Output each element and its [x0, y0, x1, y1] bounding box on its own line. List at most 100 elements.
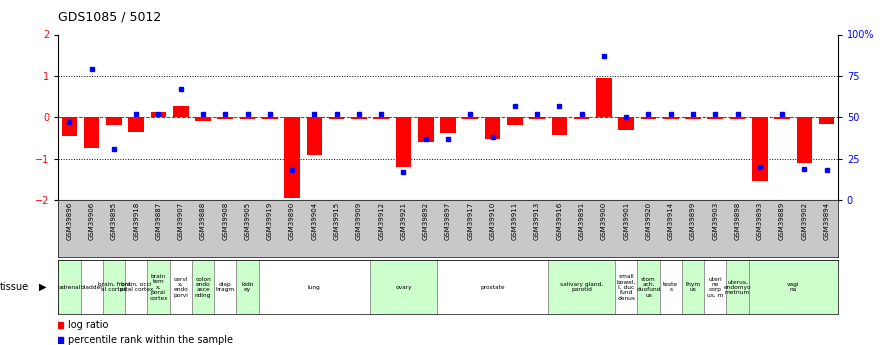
Bar	[351, 117, 366, 119]
Bar	[103, 260, 125, 314]
Text: GSM39919: GSM39919	[267, 202, 272, 240]
Bar	[284, 117, 300, 198]
Text: ovary: ovary	[395, 285, 412, 290]
Text: GSM39902: GSM39902	[801, 202, 807, 240]
Bar	[128, 117, 144, 132]
Text: GSM39896: GSM39896	[66, 202, 73, 240]
Text: GSM39892: GSM39892	[423, 202, 428, 240]
Text: GSM39916: GSM39916	[556, 202, 563, 240]
Text: prostate: prostate	[480, 285, 504, 290]
Text: GSM39906: GSM39906	[89, 202, 95, 240]
Bar	[169, 260, 192, 314]
Bar	[173, 106, 188, 117]
Text: adrenal: adrenal	[58, 285, 81, 290]
Text: GSM39893: GSM39893	[757, 202, 762, 240]
Text: GSM39908: GSM39908	[222, 202, 228, 240]
Bar	[663, 117, 678, 119]
Text: lung: lung	[308, 285, 321, 290]
Bar	[485, 117, 500, 139]
Text: GSM39889: GSM39889	[780, 202, 785, 240]
Text: GSM39915: GSM39915	[333, 202, 340, 240]
Bar	[240, 117, 255, 119]
Bar	[749, 260, 838, 314]
Text: GSM39905: GSM39905	[245, 202, 251, 240]
Bar	[262, 117, 278, 119]
Bar	[147, 260, 169, 314]
Text: brain, front
al cortex: brain, front al cortex	[98, 282, 130, 293]
Text: GSM39888: GSM39888	[200, 202, 206, 240]
Text: ▶: ▶	[39, 282, 46, 292]
Bar	[259, 260, 370, 314]
Bar	[729, 117, 745, 119]
Bar	[615, 260, 637, 314]
Text: GSM39903: GSM39903	[712, 202, 719, 240]
Bar	[682, 260, 704, 314]
Text: GDS1085 / 5012: GDS1085 / 5012	[58, 10, 161, 23]
Bar	[192, 260, 214, 314]
Bar	[637, 260, 659, 314]
Text: GSM39898: GSM39898	[735, 202, 740, 240]
Bar	[437, 260, 548, 314]
Text: GSM39910: GSM39910	[489, 202, 495, 240]
Bar	[84, 117, 99, 148]
Text: cervi
x,
endo
porvi: cervi x, endo porvi	[173, 277, 188, 298]
Bar	[81, 260, 103, 314]
Text: colon
endo
asce
nding: colon endo asce nding	[194, 277, 211, 298]
Bar	[530, 117, 545, 119]
Text: GSM39904: GSM39904	[312, 202, 317, 240]
Bar	[396, 117, 411, 167]
Bar	[819, 117, 834, 124]
Bar	[125, 260, 147, 314]
Bar	[440, 117, 456, 133]
Text: salivary gland,
parotid: salivary gland, parotid	[560, 282, 603, 293]
Text: GSM39890: GSM39890	[289, 202, 295, 240]
Bar	[618, 117, 634, 130]
Text: GSM39914: GSM39914	[668, 202, 674, 240]
Bar	[151, 112, 167, 117]
Bar	[552, 117, 567, 135]
Text: tissue: tissue	[0, 282, 30, 292]
Text: GSM39909: GSM39909	[356, 202, 362, 240]
Bar	[306, 117, 323, 155]
Bar	[548, 260, 615, 314]
Bar	[797, 117, 812, 163]
Bar	[752, 117, 768, 181]
Text: GSM39917: GSM39917	[468, 202, 473, 240]
Text: kidn
ey: kidn ey	[241, 282, 254, 293]
Text: uteri
ne
corp
us, m: uteri ne corp us, m	[707, 277, 723, 298]
Text: GSM39891: GSM39891	[579, 202, 584, 240]
Text: thym
us: thym us	[685, 282, 701, 293]
Bar	[704, 260, 727, 314]
Text: GSM39918: GSM39918	[134, 202, 139, 240]
Text: diap
hragm: diap hragm	[216, 282, 235, 293]
Text: GSM39900: GSM39900	[601, 202, 607, 240]
Bar	[418, 117, 434, 142]
Bar	[195, 117, 211, 121]
Bar	[62, 117, 77, 136]
Bar	[685, 117, 701, 119]
Bar	[708, 117, 723, 119]
Bar	[58, 260, 81, 314]
Bar	[218, 117, 233, 119]
Text: percentile rank within the sample: percentile rank within the sample	[68, 335, 233, 345]
Bar	[641, 117, 656, 119]
Bar	[507, 117, 522, 125]
Text: bladder: bladder	[81, 285, 103, 290]
Bar	[329, 117, 344, 119]
Text: GSM39921: GSM39921	[401, 202, 407, 240]
Text: GSM39907: GSM39907	[177, 202, 184, 240]
Bar	[374, 117, 389, 119]
Text: teste
s: teste s	[663, 282, 678, 293]
Text: log ratio: log ratio	[68, 320, 108, 330]
Bar	[596, 78, 612, 117]
Text: GSM39901: GSM39901	[624, 202, 629, 240]
Bar	[237, 260, 259, 314]
Bar	[659, 260, 682, 314]
Text: GSM39887: GSM39887	[156, 202, 161, 240]
Text: GSM39912: GSM39912	[378, 202, 384, 240]
Text: GSM39920: GSM39920	[645, 202, 651, 240]
Bar	[727, 260, 749, 314]
Text: brain, occi
pital cortex: brain, occi pital cortex	[119, 282, 153, 293]
Text: stom
ach,
duofund
us: stom ach, duofund us	[636, 277, 660, 298]
Bar	[370, 260, 437, 314]
